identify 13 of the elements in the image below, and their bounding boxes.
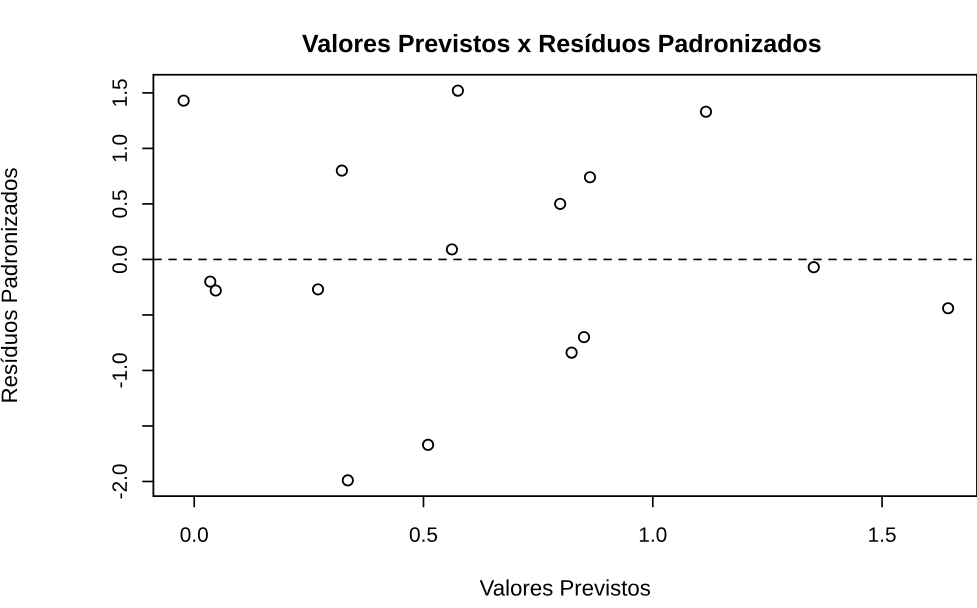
y-tick-label: 0.0 — [112, 246, 128, 274]
x-tick-label: 1.0 — [640, 527, 666, 542]
y-tick-label: 1.0 — [112, 134, 128, 162]
y-axis-title: Resíduos Padronizados — [0, 168, 18, 402]
x-tick-label: 0.0 — [180, 527, 208, 542]
y-tick-label: 1.5 — [112, 79, 128, 106]
x-axis-title: Valores Previstos — [480, 579, 650, 596]
y-tick-label: 0.5 — [112, 190, 128, 218]
chart-title: Valores Previstos x Resíduos Padronizados — [302, 34, 821, 52]
y-tick-label: -2.0 — [112, 464, 128, 498]
x-tick-label: 1.5 — [869, 527, 896, 542]
x-tick-label: 0.5 — [410, 527, 438, 542]
y-tick-label: -1.0 — [112, 353, 128, 388]
